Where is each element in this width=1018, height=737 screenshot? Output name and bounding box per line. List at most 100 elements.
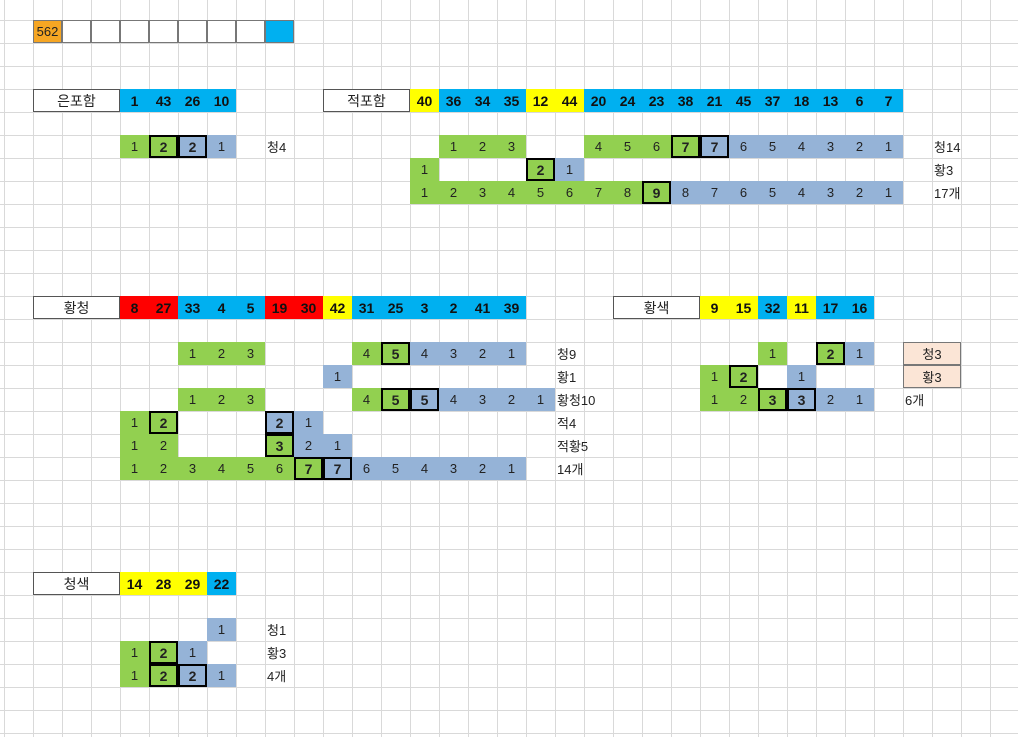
row-summary-note[interactable]: 6개 <box>905 393 925 408</box>
count-cell[interactable]: 2 <box>845 135 874 158</box>
header-number-cell[interactable]: 27 <box>149 296 178 319</box>
count-cell[interactable]: 4 <box>439 388 468 411</box>
top-count-cell[interactable]: 562 <box>33 20 62 43</box>
header-number-cell[interactable]: 33 <box>178 296 207 319</box>
count-cell[interactable]: 3 <box>497 135 526 158</box>
count-cell[interactable]: 1 <box>526 388 555 411</box>
top-row-cell[interactable] <box>236 20 265 43</box>
highlighted-count-cell[interactable]: 3 <box>758 388 787 411</box>
count-cell[interactable]: 3 <box>236 388 265 411</box>
header-number-cell[interactable]: 23 <box>642 89 671 112</box>
header-number-cell[interactable]: 8 <box>120 296 149 319</box>
header-number-cell[interactable]: 32 <box>758 296 787 319</box>
count-cell[interactable]: 1 <box>207 135 236 158</box>
count-cell[interactable]: 5 <box>613 135 642 158</box>
header-number-cell[interactable]: 37 <box>758 89 787 112</box>
highlighted-count-cell[interactable]: 5 <box>410 388 439 411</box>
header-number-cell[interactable]: 19 <box>265 296 294 319</box>
header-number-cell[interactable]: 5 <box>236 296 265 319</box>
header-number-cell[interactable]: 42 <box>323 296 352 319</box>
count-cell[interactable]: 4 <box>497 181 526 204</box>
count-cell[interactable]: 3 <box>816 181 845 204</box>
header-number-cell[interactable]: 2 <box>439 296 468 319</box>
count-cell[interactable]: 6 <box>729 181 758 204</box>
count-cell[interactable]: 2 <box>207 388 236 411</box>
header-number-cell[interactable]: 3 <box>410 296 439 319</box>
header-number-cell[interactable]: 22 <box>207 572 236 595</box>
header-number-cell[interactable]: 18 <box>787 89 816 112</box>
header-number-cell[interactable]: 21 <box>700 89 729 112</box>
header-number-cell[interactable]: 12 <box>526 89 555 112</box>
row-summary-note[interactable]: 17개 <box>934 186 961 201</box>
count-cell[interactable]: 1 <box>410 158 439 181</box>
highlighted-count-cell[interactable]: 9 <box>642 181 671 204</box>
count-cell[interactable]: 3 <box>468 181 497 204</box>
header-number-cell[interactable]: 28 <box>149 572 178 595</box>
header-number-cell[interactable]: 45 <box>729 89 758 112</box>
header-number-cell[interactable]: 30 <box>294 296 323 319</box>
highlighted-count-cell[interactable]: 2 <box>149 135 178 158</box>
count-cell[interactable]: 4 <box>410 342 439 365</box>
count-cell[interactable]: 3 <box>178 457 207 480</box>
count-cell[interactable]: 1 <box>178 388 207 411</box>
count-cell[interactable]: 6 <box>265 457 294 480</box>
top-row-cell[interactable] <box>207 20 236 43</box>
count-cell[interactable]: 1 <box>439 135 468 158</box>
count-cell[interactable]: 8 <box>613 181 642 204</box>
count-cell[interactable]: 1 <box>207 618 236 641</box>
count-cell[interactable]: 2 <box>845 181 874 204</box>
count-cell[interactable]: 1 <box>787 365 816 388</box>
count-cell[interactable]: 6 <box>352 457 381 480</box>
count-cell[interactable]: 1 <box>207 664 236 687</box>
highlighted-count-cell[interactable]: 2 <box>816 342 845 365</box>
count-cell[interactable]: 4 <box>787 135 816 158</box>
header-number-cell[interactable]: 44 <box>555 89 584 112</box>
row-summary-note[interactable]: 황3 <box>267 646 287 661</box>
header-number-cell[interactable]: 15 <box>729 296 758 319</box>
count-cell[interactable]: 1 <box>120 411 149 434</box>
count-cell[interactable]: 1 <box>845 342 874 365</box>
header-number-cell[interactable]: 36 <box>439 89 468 112</box>
count-cell[interactable]: 3 <box>439 342 468 365</box>
row-summary-note[interactable]: 황3 <box>934 163 954 178</box>
header-number-cell[interactable]: 24 <box>613 89 642 112</box>
header-number-cell[interactable]: 17 <box>816 296 845 319</box>
count-cell[interactable]: 5 <box>526 181 555 204</box>
header-number-cell[interactable]: 26 <box>178 89 207 112</box>
row-summary-note[interactable]: 황3 <box>903 365 961 388</box>
header-number-cell[interactable]: 13 <box>816 89 845 112</box>
top-row-cell[interactable] <box>178 20 207 43</box>
block-label-hwangsaek[interactable]: 황색 <box>613 296 700 319</box>
count-cell[interactable]: 7 <box>584 181 613 204</box>
count-cell[interactable]: 4 <box>787 181 816 204</box>
row-summary-note[interactable]: 청3 <box>903 342 961 365</box>
highlighted-count-cell[interactable]: 2 <box>178 664 207 687</box>
highlighted-count-cell[interactable]: 5 <box>381 388 410 411</box>
header-number-cell[interactable]: 38 <box>671 89 700 112</box>
count-cell[interactable]: 5 <box>758 135 787 158</box>
header-number-cell[interactable]: 1 <box>120 89 149 112</box>
count-cell[interactable]: 1 <box>294 411 323 434</box>
count-cell[interactable]: 4 <box>352 388 381 411</box>
count-cell[interactable]: 1 <box>758 342 787 365</box>
row-summary-note[interactable]: 14개 <box>557 462 584 477</box>
count-cell[interactable]: 2 <box>729 388 758 411</box>
header-number-cell[interactable]: 10 <box>207 89 236 112</box>
highlighted-count-cell[interactable]: 2 <box>265 411 294 434</box>
header-number-cell[interactable]: 29 <box>178 572 207 595</box>
count-cell[interactable]: 6 <box>729 135 758 158</box>
header-number-cell[interactable]: 43 <box>149 89 178 112</box>
block-label-hwangcheong[interactable]: 황청 <box>33 296 120 319</box>
count-cell[interactable]: 1 <box>497 342 526 365</box>
row-summary-note[interactable]: 황청10 <box>557 393 596 408</box>
highlighted-count-cell[interactable]: 7 <box>294 457 323 480</box>
count-cell[interactable]: 1 <box>845 388 874 411</box>
count-cell[interactable]: 1 <box>700 388 729 411</box>
highlighted-count-cell[interactable]: 2 <box>149 411 178 434</box>
top-row-cell[interactable] <box>62 20 91 43</box>
count-cell[interactable]: 1 <box>874 135 903 158</box>
header-number-cell[interactable]: 6 <box>845 89 874 112</box>
top-row-cell[interactable] <box>91 20 120 43</box>
row-summary-note[interactable]: 적황5 <box>557 439 589 454</box>
